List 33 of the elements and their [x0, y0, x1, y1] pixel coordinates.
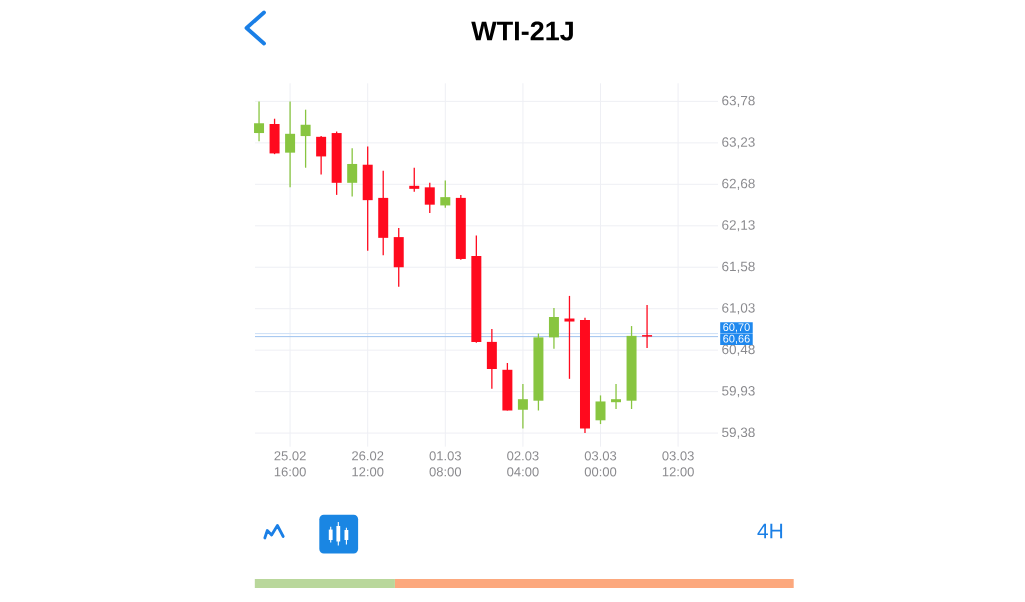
x-tick-label: 02.03 04:00: [507, 451, 539, 477]
candlestick: [347, 147, 358, 198]
candlestick: [300, 109, 311, 169]
candlestick: [254, 100, 265, 142]
ref-line-label: 60,66: [723, 334, 750, 344]
y-tick-label: 60,48: [722, 344, 755, 356]
chart-title: WTI-21J: [471, 21, 573, 41]
x-tick-label: 03.03 00:00: [584, 451, 617, 477]
candlestick: [517, 383, 528, 430]
candlestick: [595, 394, 606, 425]
y-tick-label: 61,58: [722, 261, 755, 273]
candlestick: [440, 179, 451, 209]
y-tick-label: 62,68: [722, 178, 755, 190]
candlestick: [642, 304, 653, 349]
y-tick-label: 61,03: [722, 303, 755, 315]
y-tick-label: 62,13: [722, 220, 755, 232]
candlestick: [409, 167, 420, 193]
ref-line-label: 60,70: [723, 323, 750, 333]
text: 4H: [757, 523, 783, 539]
candlestick: [548, 307, 559, 350]
x-tick-label: 26.02 12:00: [352, 451, 384, 477]
x-tick-label: 01.03 08:00: [429, 451, 462, 477]
candlestick: [564, 295, 575, 380]
candlestick: [285, 100, 296, 188]
y-tick-label: 59,38: [722, 427, 755, 439]
x-tick-label: 03.03 12:00: [662, 451, 694, 477]
candlestick: [316, 135, 327, 176]
candlestick: [611, 383, 622, 410]
y-tick-label: 63,23: [722, 137, 755, 149]
x-tick-label: 25.02 16:00: [274, 451, 306, 477]
y-tick-label: 59,93: [722, 386, 755, 398]
y-tick-label: 63,78: [722, 95, 755, 107]
candlestick: [424, 182, 435, 214]
